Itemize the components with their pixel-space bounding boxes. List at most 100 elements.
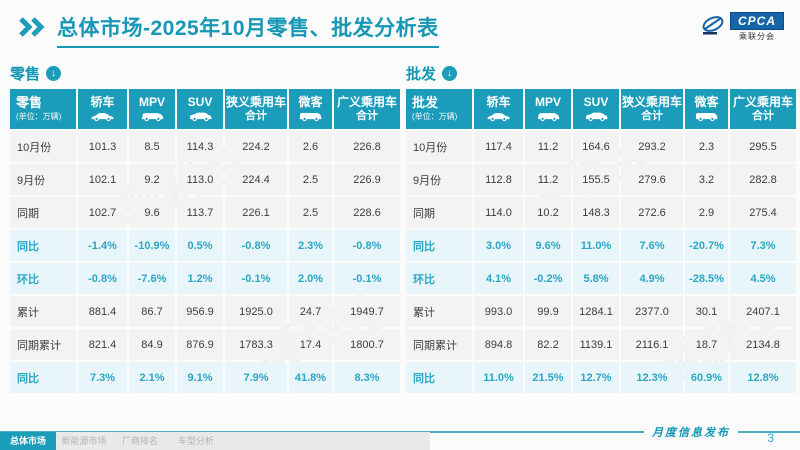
table-cell: 2134.8: [730, 329, 796, 360]
table-cell: 117.4: [474, 131, 523, 162]
minibus-icon: [685, 111, 728, 122]
table-cell: 11.0%: [573, 230, 619, 261]
cpca-subtext: 乘联分会: [738, 32, 775, 41]
row-label: 累计: [10, 296, 76, 327]
table-row: 10月份 101.3 8.5 114.3 224.2 2.6 226.8: [10, 131, 400, 162]
table-cell: 8.3%: [334, 362, 400, 393]
column-label-line2: 合计: [641, 109, 663, 122]
row-label: 10月份: [10, 131, 76, 162]
table-cell: 155.5: [573, 164, 619, 195]
table-cell: 876.9: [177, 329, 223, 360]
table-cell: -0.8%: [225, 230, 287, 261]
table-cell: 84.9: [129, 329, 175, 360]
table-cell: 82.2: [525, 329, 571, 360]
tables-area: 零售 ↓ 零售 (单位：万辆) 轿车 MPV SUV 狭义乘用车 合计 微客 广义乘用车 合计 10…: [8, 62, 796, 395]
table-cell: -10.9%: [129, 230, 175, 261]
column-label: 广义乘用车: [732, 94, 793, 109]
wholesale-section-label: 批发: [406, 65, 437, 83]
column-label: 轿车: [486, 95, 511, 110]
table-cell: 11.2: [525, 131, 571, 162]
table-cell: 101.3: [78, 131, 127, 162]
row-label: 同期: [406, 197, 472, 228]
table-cell: 112.8: [474, 164, 523, 195]
cpca-logo-text: CPCA 乘联分会: [729, 12, 784, 42]
column-label-line2: 合计: [356, 109, 378, 122]
table-row: 9月份 112.8 11.2 155.5 279.6 3.2 282.8: [406, 164, 796, 195]
table-cell: 21.5%: [525, 362, 571, 393]
table-row: 环比 4.1% -0.2% 5.8% 4.9% -28.5% 4.5%: [406, 263, 796, 294]
table-cell: 282.8: [730, 164, 796, 195]
tab-inactive[interactable]: 厂商排名: [121, 436, 158, 446]
column-label-line2: 合计: [245, 109, 267, 122]
table-cell: 113.7: [177, 197, 223, 228]
table-cell: 293.2: [621, 131, 683, 162]
wholesale-section-head: 批发 ↓: [406, 62, 792, 84]
down-arrow-icon: ↓: [442, 65, 458, 81]
tab-inactive[interactable]: 车型分析: [177, 436, 214, 446]
retail-section: 零售 ↓ 零售 (单位：万辆) 轿车 MPV SUV 狭义乘用车 合计 微客 广义乘用车 合计 10…: [8, 62, 400, 395]
column-header: 轿车: [474, 89, 523, 129]
retail-table: 零售 (单位：万辆) 轿车 MPV SUV 狭义乘用车 合计 微客 广义乘用车 合计 10月份 101…: [8, 87, 402, 395]
column-header: 广义乘用车 合计: [730, 89, 796, 129]
table-cell: 4.5%: [730, 263, 796, 294]
table-cell: 2377.0: [621, 296, 683, 327]
column-label: 微客: [298, 95, 323, 110]
table-header-row: 批发 (单位：万辆) 轿车 MPV SUV 狭义乘用车 合计 微客 广义乘用车 合计: [406, 89, 796, 129]
table-cell: 114.3: [177, 131, 223, 162]
table-cell: 11.2: [525, 164, 571, 195]
column-label: MPV: [534, 95, 561, 110]
table-row: 同期 102.7 9.6 113.7 226.1 2.5 228.6: [10, 197, 400, 228]
table-name: 批发: [412, 95, 439, 111]
table-cell: 881.4: [78, 296, 127, 327]
table-row: 9月份 102.1 9.2 113.0 224.4 2.5 226.9: [10, 164, 400, 195]
column-header: 狭义乘用车 合计: [621, 89, 683, 129]
suv-icon: [177, 111, 223, 122]
table-cell: 10.2: [525, 197, 571, 228]
table-name: 零售: [16, 95, 43, 111]
column-header: 狭义乘用车 合计: [225, 89, 287, 129]
table-unit: (单位：万辆): [16, 112, 62, 122]
column-label: 狭义乘用车: [225, 94, 286, 109]
table-cell: 114.0: [474, 197, 523, 228]
table-cell: 9.2: [129, 164, 175, 195]
table-cell: 24.7: [289, 296, 332, 327]
table-cell: 2.1%: [129, 362, 175, 393]
page-number: 3: [767, 431, 774, 445]
table-cell: 7.3%: [730, 230, 796, 261]
retail-section-head: 零售 ↓: [10, 62, 396, 84]
sedan-icon: [474, 111, 523, 122]
table-row: 同期 114.0 10.2 148.3 272.6 2.9 275.4: [406, 197, 796, 228]
table-title-cell: 批发 (单位：万辆): [406, 89, 472, 129]
column-label: 广义乘用车: [336, 94, 397, 109]
table-cell: 2.5: [289, 197, 332, 228]
table-cell: 228.6: [334, 197, 400, 228]
tab-inactive[interactable]: 新能源市场: [61, 436, 107, 446]
column-header: MPV: [525, 89, 571, 129]
row-label: 10月份: [406, 131, 472, 162]
row-label: 环比: [10, 263, 76, 294]
table-cell: 1949.7: [334, 296, 400, 327]
row-label: 同比: [10, 362, 76, 393]
table-title-cell: 零售 (单位：万辆): [10, 89, 76, 129]
tab-active[interactable]: 总体市场: [0, 432, 56, 450]
table-row: 同期累计 894.8 82.2 1139.1 2116.1 18.7 2134.8: [406, 329, 796, 360]
table-row: 同比 11.0% 21.5% 12.7% 12.3% 60.9% 12.8%: [406, 362, 796, 393]
table-cell: 1925.0: [225, 296, 287, 327]
cpca-acronym: CPCA: [729, 12, 784, 30]
table-cell: 2.6: [289, 131, 332, 162]
table-row: 环比 -0.8% -7.6% 1.2% -0.1% 2.0% -0.1%: [10, 263, 400, 294]
table-cell: 102.7: [78, 197, 127, 228]
table-cell: 164.6: [573, 131, 619, 162]
table-cell: 993.0: [474, 296, 523, 327]
table-cell: 9.6: [129, 197, 175, 228]
table-cell: 9.6%: [525, 230, 571, 261]
wholesale-table: 批发 (单位：万辆) 轿车 MPV SUV 狭义乘用车 合计 微客 广义乘用车 合计 10月份 117…: [404, 87, 798, 395]
table-cell: 224.4: [225, 164, 287, 195]
table-cell: 1783.3: [225, 329, 287, 360]
table-cell: -0.8%: [334, 230, 400, 261]
table-cell: 3.0%: [474, 230, 523, 261]
wholesale-section: 批发 ↓ 批发 (单位：万辆) 轿车 MPV SUV 狭义乘用车 合计 微客 广义乘用车 合计 10…: [404, 62, 796, 395]
table-cell: 30.1: [685, 296, 728, 327]
table-cell: 86.7: [129, 296, 175, 327]
down-arrow-icon: ↓: [46, 65, 62, 81]
